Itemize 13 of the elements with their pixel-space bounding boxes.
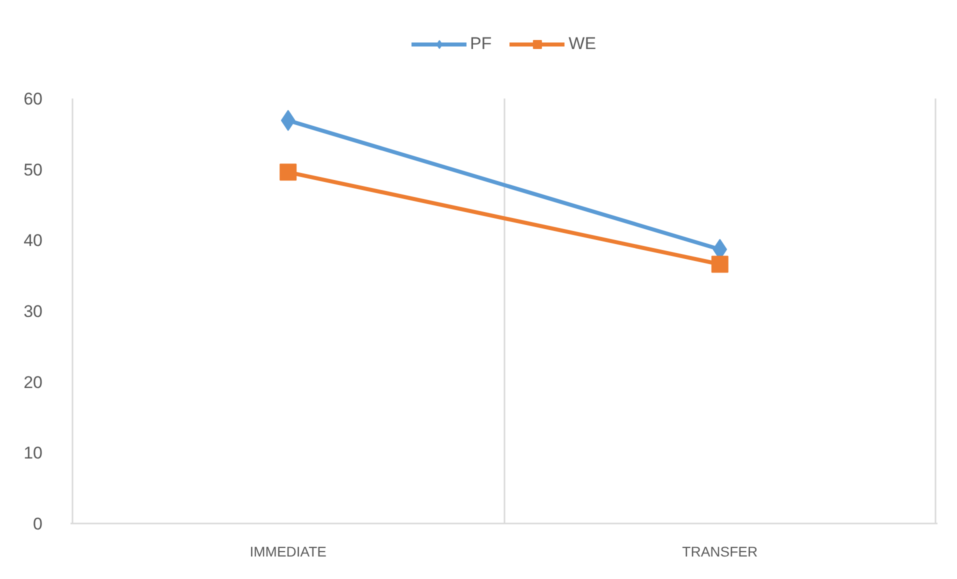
y-tick-label: 20 — [24, 372, 43, 392]
y-tick-label: 40 — [24, 231, 43, 250]
legend-label: PF — [470, 34, 492, 54]
y-tick-label: 50 — [24, 160, 43, 180]
point — [280, 164, 297, 181]
point — [711, 256, 728, 273]
x-tick-label: IMMEDIATE — [250, 544, 326, 560]
x-tick-label: TRANSFER — [682, 544, 758, 560]
y-tick-label: 60 — [24, 90, 43, 108]
y-tick-label: 10 — [24, 444, 43, 463]
y-tick-label: 30 — [24, 302, 43, 321]
legend-label: WE — [568, 34, 596, 54]
y-tick-label: 0 — [33, 514, 43, 534]
